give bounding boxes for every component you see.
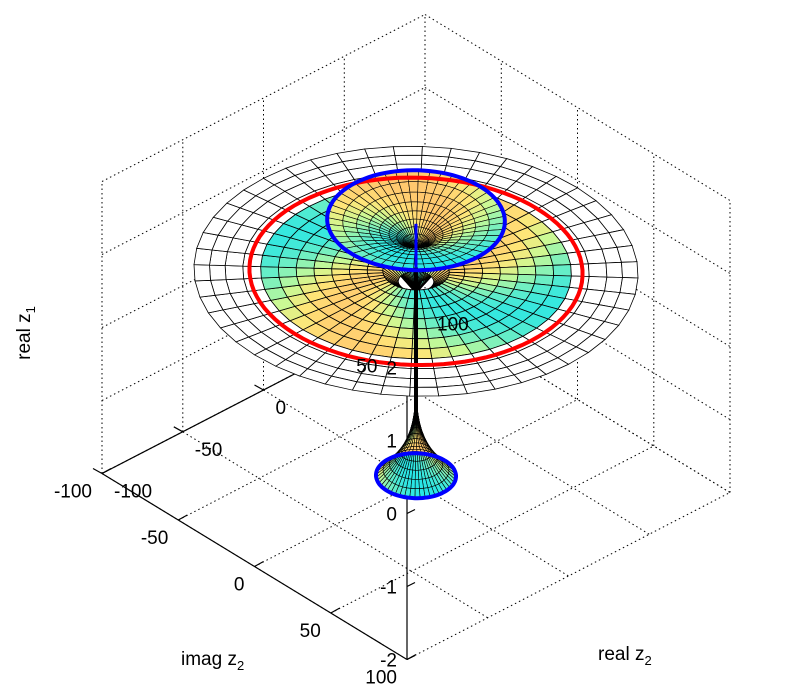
surface-patch (278, 267, 296, 277)
surface-patch (297, 276, 317, 286)
y-axis-label-sub: 2 (237, 658, 244, 673)
funnel-patch (413, 446, 417, 449)
surface-patch (515, 257, 535, 267)
surface-patch (587, 277, 607, 292)
surface-patch (606, 262, 623, 277)
surface-patch (422, 147, 451, 158)
funnel-patch (412, 211, 417, 219)
surface-patch (622, 262, 639, 278)
funnel-patch (415, 479, 419, 488)
surface-patch (225, 252, 245, 267)
surface-patch (210, 250, 228, 266)
z-tick-label: 1 (386, 432, 397, 453)
y-tick-label: -100 (54, 482, 92, 503)
z-tick-mark (407, 583, 415, 587)
surface-patch (381, 386, 410, 397)
funnel-patch (410, 192, 418, 202)
surface-patch (588, 263, 607, 277)
y-axis-label-main: imag z (181, 649, 237, 670)
surface-patch (482, 268, 500, 274)
y-tick-label: -50 (141, 528, 168, 549)
funnel-patch (409, 182, 419, 193)
surface-patch (391, 348, 412, 359)
x-tick-mark (93, 469, 102, 474)
surface-patch (365, 147, 395, 158)
surface-patch (194, 265, 211, 281)
surface-patch (393, 147, 422, 156)
surface-patch (533, 255, 553, 266)
surface-patch (437, 385, 467, 396)
x-tick-label: -50 (195, 440, 222, 461)
surface-patch (225, 266, 244, 280)
z-tick-mark (407, 510, 415, 514)
y-tick-label: 100 (365, 668, 397, 689)
funnel-patch (415, 470, 419, 479)
y-tick-mark (255, 562, 264, 567)
surface-patch (518, 266, 536, 275)
z-tick-label: 2 (386, 359, 397, 380)
x-axis-label: real z2 (598, 644, 652, 668)
funnel-patch (411, 202, 417, 211)
surface-patch (194, 248, 212, 265)
x-tick-mark (174, 427, 183, 432)
surface-patch (279, 277, 299, 288)
surface-patch (261, 267, 279, 278)
z-axis-label-main: real z (14, 313, 35, 359)
surface-patch (553, 265, 571, 276)
z-tick-label: 0 (386, 505, 397, 526)
x-tick-label: 100 (437, 315, 469, 336)
x-tick-label: -100 (114, 482, 152, 503)
surface-patch (314, 268, 332, 276)
y-axis-label: imag z2 (181, 649, 244, 673)
y-tick-mark (331, 608, 340, 613)
y-tick-label: 50 (300, 621, 321, 642)
y-tick-mark (407, 655, 416, 660)
surface-patch (296, 268, 314, 277)
z-tick-label: -1 (380, 578, 397, 599)
surface-patch (410, 387, 439, 396)
surface-patch (620, 278, 638, 295)
x-tick-label: 0 (276, 398, 287, 419)
z-axis-label: real z1 (14, 306, 38, 360)
x-tick-label: 50 (356, 356, 377, 377)
surface-patch (210, 265, 227, 280)
x-axis-label-sub: 2 (644, 653, 651, 668)
y-tick-mark (102, 469, 111, 474)
funnel-patch (414, 443, 417, 447)
funnel-patch (415, 461, 418, 470)
surface-patch (394, 338, 413, 349)
z-axis-label-sub: 1 (23, 306, 38, 313)
y-tick-label: 0 (234, 575, 245, 596)
surface-patch (605, 277, 623, 293)
x-axis-label-main: real z (598, 644, 644, 665)
x-tick-mark (255, 385, 264, 390)
surface-patch (535, 265, 553, 275)
surface-patch (500, 267, 518, 275)
surface-patch (395, 155, 422, 164)
y-tick-mark (178, 515, 187, 520)
surface-patch (332, 269, 350, 275)
